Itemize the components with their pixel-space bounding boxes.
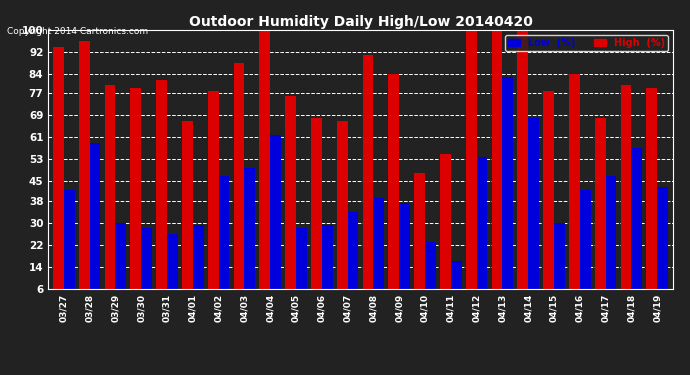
Bar bbox=[259, 30, 270, 305]
Bar bbox=[208, 90, 219, 305]
Bar bbox=[130, 88, 141, 305]
Bar bbox=[414, 173, 425, 305]
Bar bbox=[451, 261, 462, 305]
Bar bbox=[79, 41, 90, 305]
Bar bbox=[337, 121, 348, 305]
Bar bbox=[529, 118, 539, 305]
Bar bbox=[580, 190, 591, 305]
Bar bbox=[156, 80, 167, 305]
Bar bbox=[466, 30, 477, 305]
Bar bbox=[53, 46, 63, 305]
Bar bbox=[440, 154, 451, 305]
Bar bbox=[554, 223, 565, 305]
Legend: Low  (%), High  (%): Low (%), High (%) bbox=[505, 35, 668, 51]
Text: Copyright 2014 Cartronics.com: Copyright 2014 Cartronics.com bbox=[7, 27, 148, 36]
Bar bbox=[620, 85, 631, 305]
Bar bbox=[606, 176, 616, 305]
Bar bbox=[362, 55, 373, 305]
Bar bbox=[234, 63, 244, 305]
Bar bbox=[182, 121, 193, 305]
Bar bbox=[569, 74, 580, 305]
Bar bbox=[193, 225, 204, 305]
Bar bbox=[388, 74, 400, 305]
Bar bbox=[400, 203, 410, 305]
Bar bbox=[141, 228, 152, 305]
Bar bbox=[425, 242, 436, 305]
Bar bbox=[647, 88, 658, 305]
Bar bbox=[285, 96, 296, 305]
Bar bbox=[167, 234, 178, 305]
Bar bbox=[63, 190, 75, 305]
Bar bbox=[373, 198, 384, 305]
Bar bbox=[219, 176, 230, 305]
Bar bbox=[90, 143, 101, 305]
Bar bbox=[244, 168, 255, 305]
Title: Outdoor Humidity Daily High/Low 20140420: Outdoor Humidity Daily High/Low 20140420 bbox=[188, 15, 533, 29]
Bar bbox=[631, 148, 642, 305]
Bar bbox=[311, 118, 322, 305]
Bar bbox=[105, 85, 115, 305]
Bar bbox=[348, 211, 359, 305]
Bar bbox=[491, 30, 502, 305]
Bar bbox=[477, 157, 487, 305]
Bar bbox=[543, 90, 554, 305]
Bar bbox=[595, 118, 606, 305]
Bar bbox=[270, 135, 281, 305]
Bar bbox=[296, 228, 307, 305]
Bar bbox=[322, 225, 333, 305]
Bar bbox=[658, 187, 668, 305]
Bar bbox=[518, 30, 529, 305]
Bar bbox=[115, 223, 126, 305]
Bar bbox=[502, 77, 513, 305]
